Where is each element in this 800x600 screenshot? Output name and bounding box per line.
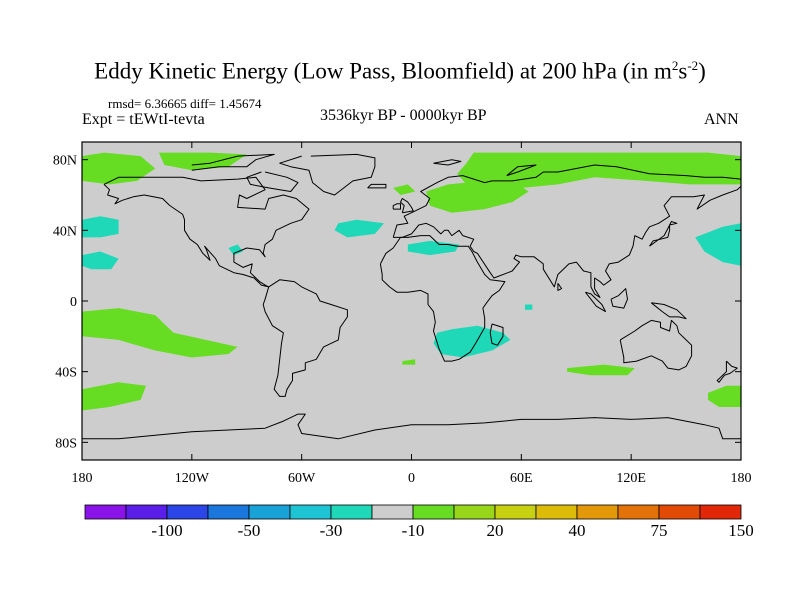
title-end: )	[698, 58, 706, 84]
title-main: Eddy Kinetic Energy (Low Pass, Bloomfiel…	[94, 58, 672, 84]
colorbar-label-0: -100	[151, 521, 182, 540]
coastline-new-zealand	[716, 360, 738, 383]
colorbar-label-1: -50	[238, 521, 261, 540]
x-tick-label-1: 120W	[175, 471, 210, 486]
title-sup-1: 2	[671, 58, 679, 73]
colorbar-box-7	[371, 504, 414, 520]
y-tick-label-4: 80S	[55, 436, 77, 451]
plot-background	[82, 142, 741, 460]
colorbar-box-1	[125, 504, 168, 520]
anomaly-region-so-w-pos	[82, 382, 147, 411]
colorbar-label-3: -10	[402, 521, 425, 540]
colorbar-box-12	[576, 504, 619, 520]
colorbar-label-2: -30	[320, 521, 343, 540]
y-tick-label-1: 40N	[53, 224, 77, 239]
colorbar-box-11	[535, 504, 578, 520]
x-tick-label-0: 180	[72, 471, 93, 486]
coastline-antarctica	[82, 413, 741, 450]
coastline-south-america	[262, 279, 348, 397]
x-tick-label-4: 60E	[510, 471, 533, 486]
anomaly-region-npac-neg	[82, 216, 119, 238]
colorbar-label-5: 40	[569, 521, 586, 540]
y-tick-label-2: 0	[70, 295, 77, 310]
anomaly-region-arctic-can-pos	[158, 152, 247, 171]
anomaly-region-atl-small-pos	[393, 184, 416, 195]
coastline-greenland	[279, 153, 376, 196]
coastline-new-guinea	[650, 302, 687, 320]
colorbar-box-9	[453, 504, 496, 520]
coastline-canadian-islands	[246, 171, 299, 192]
coastline-novaya-zemlya	[506, 164, 537, 177]
anomaly-region-satl-small-pos	[402, 359, 416, 365]
title-sup-2: -2	[687, 58, 699, 73]
coastline-sumatra	[585, 291, 606, 313]
stats-text: rmsd= 6.36665 diff= 1.45674	[108, 96, 262, 111]
season-label: ANN	[704, 111, 739, 128]
coastline-borneo	[610, 288, 628, 309]
anomaly-region-safrica-neg	[433, 325, 511, 358]
title-mid: s	[678, 58, 688, 84]
anomaly-region-spac-pos	[82, 308, 238, 358]
experiment-label: Expt = tEWtI-tevta	[82, 111, 205, 128]
coastline-sri-lanka	[557, 283, 563, 291]
coastline-svalbard	[433, 159, 462, 166]
coastline-canadian-islands-b	[191, 153, 275, 171]
anomaly-region-npac-neg-b	[82, 251, 119, 270]
coastline-north-america	[103, 176, 310, 288]
coastline-madagascar	[489, 323, 504, 346]
colorbar-box-3	[207, 504, 250, 520]
colorbar-label-4: 20	[487, 521, 504, 540]
anomaly-region-so-e-pos	[708, 385, 741, 407]
colorbar-box-5	[289, 504, 332, 520]
coastline-iceland	[367, 183, 387, 189]
colorbar-box-0	[84, 504, 127, 520]
x-tick-label-6: 180	[731, 471, 752, 486]
x-tick-label-5: 120E	[616, 471, 646, 486]
coastline-africa	[379, 235, 506, 362]
colorbar-box-13	[617, 504, 660, 520]
anomaly-region-wpac-neg	[695, 223, 741, 266]
coastline-ireland	[392, 203, 401, 210]
coastline-australia	[619, 319, 693, 371]
colorbar-box-10	[494, 504, 537, 520]
x-tick-label-2: 60W	[288, 471, 316, 486]
anomaly-region-natl-neg	[334, 219, 384, 238]
colorbar-label-7: 150	[728, 521, 754, 540]
colorbar-label-6: 75	[651, 521, 668, 540]
colorbar-box-2	[166, 504, 209, 520]
colorbar-box-14	[658, 504, 701, 520]
colorbar-box-6	[330, 504, 373, 520]
period-label: 3536kyr BP - 0000kyr BP	[320, 107, 487, 124]
anomaly-region-io-small-neg	[525, 304, 533, 310]
y-tick-label-0: 80N	[53, 154, 77, 169]
colorbar-box-4	[248, 504, 291, 520]
anomaly-region-tropatl-neg	[228, 244, 244, 256]
chart-title: Eddy Kinetic Energy (Low Pass, Bloomfiel…	[0, 58, 800, 85]
anomaly-region-eurasia-arctic-pos	[457, 152, 741, 190]
anomaly-region-npac-w-pos	[82, 152, 156, 185]
anomaly-region-europe-pos	[426, 180, 529, 213]
colorbar-box-8	[412, 504, 455, 520]
map-layer	[82, 152, 741, 450]
colorbar-box-15	[699, 504, 742, 520]
coastline-eurasia	[392, 164, 741, 298]
coastline-japan	[649, 221, 678, 247]
x-tick-label-3: 0	[408, 471, 415, 486]
coastline-uk	[400, 198, 414, 214]
y-tick-label-3: 40S	[55, 366, 77, 381]
anomaly-region-sio-pos	[567, 364, 635, 376]
